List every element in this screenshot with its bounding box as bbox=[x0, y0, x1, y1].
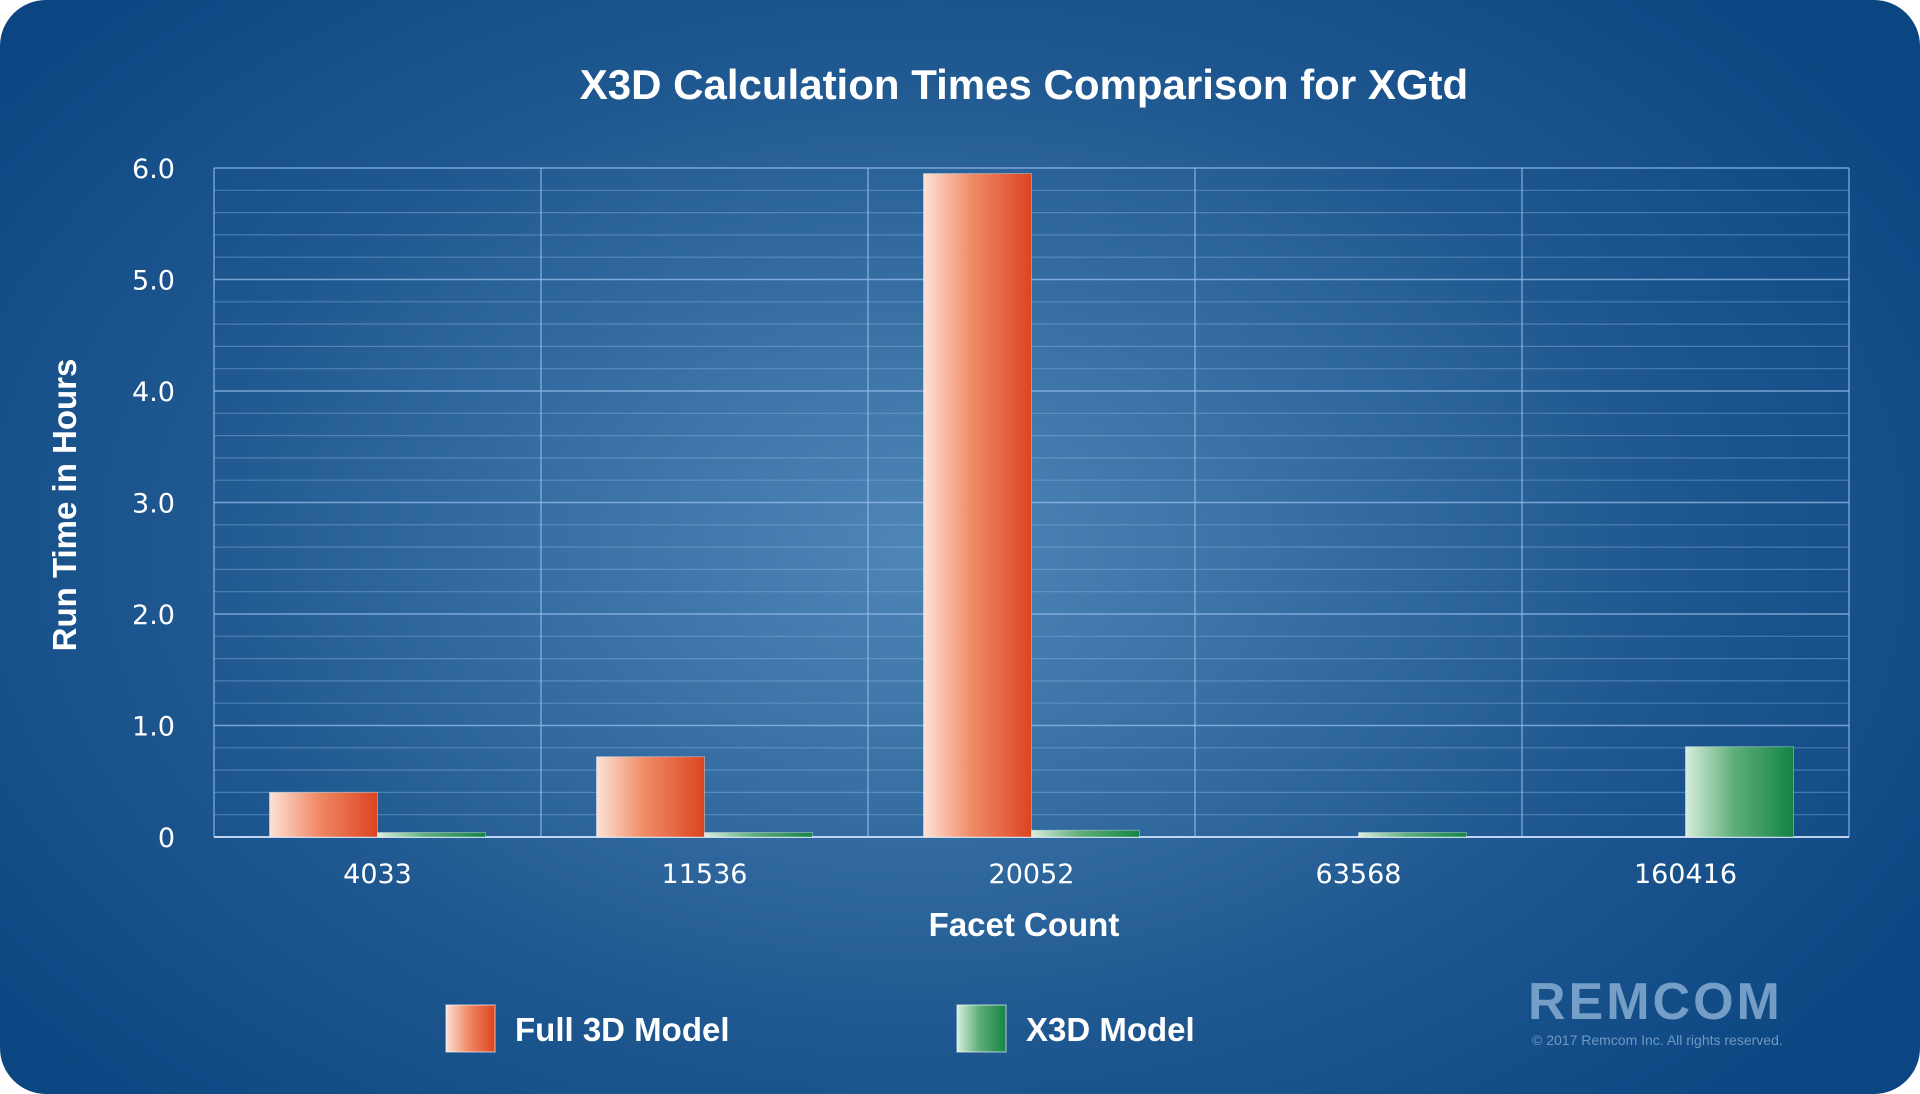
bars bbox=[269, 173, 1794, 838]
bar-full-3d-11536 bbox=[596, 756, 705, 838]
y-tick-label: 0 bbox=[158, 823, 175, 854]
logo-copyright: © 2017 Remcom Inc. All rights reserved. bbox=[1532, 1032, 1783, 1048]
y-tick-label: 2.0 bbox=[132, 600, 175, 631]
legend-label-full-3d: Full 3D Model bbox=[515, 1011, 730, 1048]
x-tick-label: 4033 bbox=[343, 859, 412, 890]
remcom-logo: REMCOM © 2017 Remcom Inc. All rights res… bbox=[1528, 972, 1848, 1052]
x-axis-label: Facet Count bbox=[929, 906, 1120, 943]
y-tick-label: 4.0 bbox=[132, 377, 175, 408]
x-tick-label: 20052 bbox=[989, 859, 1075, 890]
x-tick-label: 160416 bbox=[1634, 859, 1737, 890]
y-tick-label: 5.0 bbox=[132, 266, 175, 297]
legend-swatch-full-3d bbox=[445, 1004, 496, 1053]
bar-x3d-63568 bbox=[1358, 832, 1467, 838]
legend-swatch-x3d bbox=[956, 1004, 1007, 1053]
bar-x3d-4033 bbox=[377, 832, 486, 838]
y-axis-label: Run Time in Hours bbox=[46, 359, 83, 652]
bar-x3d-11536 bbox=[704, 832, 813, 838]
x-axis-ticks: 4033 11536 20052 63568 160416 bbox=[343, 859, 1737, 890]
x-tick-label: 11536 bbox=[662, 859, 748, 890]
legend: Full 3D Model X3D Model bbox=[445, 1004, 1195, 1053]
bar-x3d-160416 bbox=[1685, 746, 1794, 838]
bar-x3d-20052 bbox=[1031, 829, 1140, 838]
x-tick-label: 63568 bbox=[1316, 859, 1402, 890]
y-tick-label: 6.0 bbox=[132, 154, 175, 185]
bar-full-3d-20052 bbox=[923, 173, 1032, 838]
bar-full-3d-4033 bbox=[269, 791, 378, 838]
legend-label-x3d: X3D Model bbox=[1026, 1011, 1195, 1048]
chart-title: X3D Calculation Times Comparison for XGt… bbox=[580, 61, 1468, 108]
y-axis-ticks: 0 1.0 2.0 3.0 4.0 5.0 6.0 bbox=[132, 154, 175, 854]
y-tick-label: 3.0 bbox=[132, 489, 175, 520]
logo-wordmark: REMCOM bbox=[1528, 973, 1783, 1031]
y-tick-label: 1.0 bbox=[132, 712, 175, 743]
